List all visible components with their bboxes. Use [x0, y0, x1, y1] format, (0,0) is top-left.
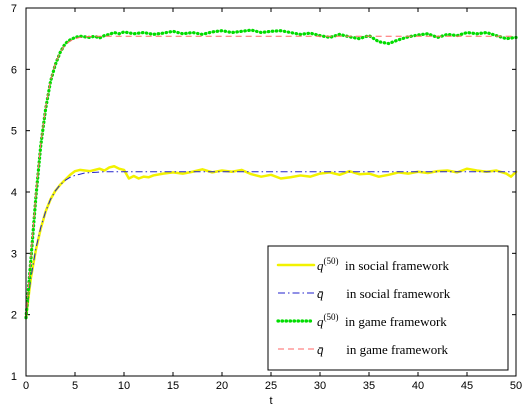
legend-entry-3: q(50) in game framework — [317, 312, 447, 329]
x-tick-label: 25 — [265, 380, 277, 392]
legend-superscript: (50) — [324, 256, 339, 266]
legend-text: in game framework — [324, 342, 449, 357]
plot-frame — [25, 7, 517, 377]
series-layer — [24, 28, 518, 320]
legend-symbol: q̄ — [317, 286, 324, 301]
y-tick-label: 6 — [11, 64, 17, 76]
y-tick-label: 1 — [11, 371, 17, 383]
legend-superscript: (50) — [324, 312, 339, 322]
x-tick-label: 30 — [314, 380, 326, 392]
legend-symbol: q — [317, 258, 324, 273]
legend-symbol: q — [317, 314, 324, 329]
legend-text: in social framework — [324, 286, 451, 301]
y-tick-label: 3 — [11, 248, 17, 260]
y-tick-label: 4 — [11, 187, 17, 199]
legend-entry-2: q̄ in social framework — [317, 286, 451, 301]
x-tick-label: 50 — [510, 380, 522, 392]
x-tick-label: 20 — [216, 380, 228, 392]
x-tick-label: 40 — [412, 380, 424, 392]
y-tick-label: 2 — [11, 310, 17, 322]
series-line-4 — [25, 35, 516, 318]
legend-symbol: q̄ — [317, 342, 324, 357]
y-tick-label: 7 — [11, 3, 17, 15]
legend-entry-4: q̄ in game framework — [317, 342, 449, 357]
x-tick-label: 10 — [118, 380, 130, 392]
x-tick-label: 0 — [23, 380, 29, 392]
legend-text: in game framework — [339, 314, 448, 329]
x-tick-label: 5 — [72, 380, 78, 392]
legend-entry-1: q(50) in social framework — [317, 256, 449, 273]
y-tick-label: 5 — [11, 126, 17, 138]
x-tick-label: 35 — [363, 380, 375, 392]
series-line-3 — [24, 28, 518, 320]
x-tick-label: 15 — [167, 380, 179, 392]
x-tick-label: 45 — [461, 380, 473, 392]
legend-text: in social framework — [339, 258, 450, 273]
x-axis-label: t — [269, 395, 272, 407]
